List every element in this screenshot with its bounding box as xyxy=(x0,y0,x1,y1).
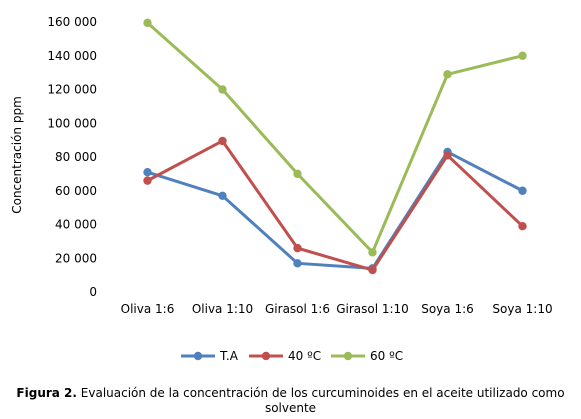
caption-text: Evaluación de la concentración de los cu… xyxy=(76,386,565,415)
y-tick-label: 120 000 xyxy=(47,83,97,97)
series-group xyxy=(143,136,527,275)
legend-label: T.A xyxy=(219,349,239,363)
data-point xyxy=(293,259,302,268)
legend-marker xyxy=(343,351,353,361)
line-chart: 0 20 000 40 000 60 000 80 000 100 000 120 000 1… xyxy=(10,15,553,363)
data-point xyxy=(218,136,227,146)
legend-item: 40 ºC xyxy=(249,349,321,363)
legend-label: 40 ºC xyxy=(288,349,321,363)
data-point xyxy=(218,85,227,94)
data-point xyxy=(443,151,452,160)
series-group xyxy=(143,18,527,257)
caption-label: Figura 2. xyxy=(16,386,77,400)
y-tick-label: 40 000 xyxy=(55,218,97,232)
data-point xyxy=(293,243,302,253)
data-point xyxy=(518,221,527,231)
legend-marker xyxy=(193,351,203,361)
y-tick-label: 140 000 xyxy=(47,49,97,63)
data-point xyxy=(443,70,452,79)
legend: T.A 40 ºC 60 ºC xyxy=(181,349,403,363)
data-point xyxy=(518,186,527,195)
y-axis-tick-labels: 0 20 000 40 000 60 000 80 000 100 000 120 000 1… xyxy=(47,15,97,299)
x-tick-label: Oliva 1:6 xyxy=(121,302,175,316)
data-point xyxy=(368,265,377,275)
x-tick-label: Oliva 1:10 xyxy=(192,302,253,316)
data-point xyxy=(218,191,227,201)
data-point xyxy=(143,167,152,177)
y-tick-label: 80 000 xyxy=(55,150,97,164)
x-tick-label: Soya 1:10 xyxy=(492,302,552,316)
legend-label: 60 ºC xyxy=(370,349,403,363)
figure-caption: Figura 2. Evaluación de la concentración… xyxy=(0,386,581,416)
series-line xyxy=(147,150,524,270)
series-line xyxy=(146,139,524,272)
data-point xyxy=(368,248,377,257)
data-point xyxy=(293,169,302,179)
x-tick-label: Soya 1:6 xyxy=(421,302,474,316)
data-point xyxy=(143,18,152,28)
y-tick-label: 60 000 xyxy=(55,184,97,198)
y-tick-label: 0 xyxy=(89,285,97,299)
data-point xyxy=(143,176,152,185)
x-tick-label: Girasol 1:6 xyxy=(265,302,330,316)
series-line xyxy=(146,21,523,254)
x-tick-label: Girasol 1:10 xyxy=(336,302,409,316)
data-point xyxy=(518,51,527,60)
series-lines xyxy=(143,18,527,275)
legend-item: 60 ºC xyxy=(331,349,403,363)
y-tick-label: 20 000 xyxy=(55,251,97,265)
series-group xyxy=(143,147,527,273)
y-tick-label: 100 000 xyxy=(47,116,97,130)
x-axis-tick-labels: Oliva 1:6 Oliva 1:10 Girasol 1:6 Girasol 1:… xyxy=(121,302,553,316)
y-axis-label: Concentración ppm xyxy=(10,96,24,214)
y-tick-label: 160 000 xyxy=(47,15,97,29)
legend-item: T.A xyxy=(181,349,239,363)
legend-marker xyxy=(261,351,271,361)
